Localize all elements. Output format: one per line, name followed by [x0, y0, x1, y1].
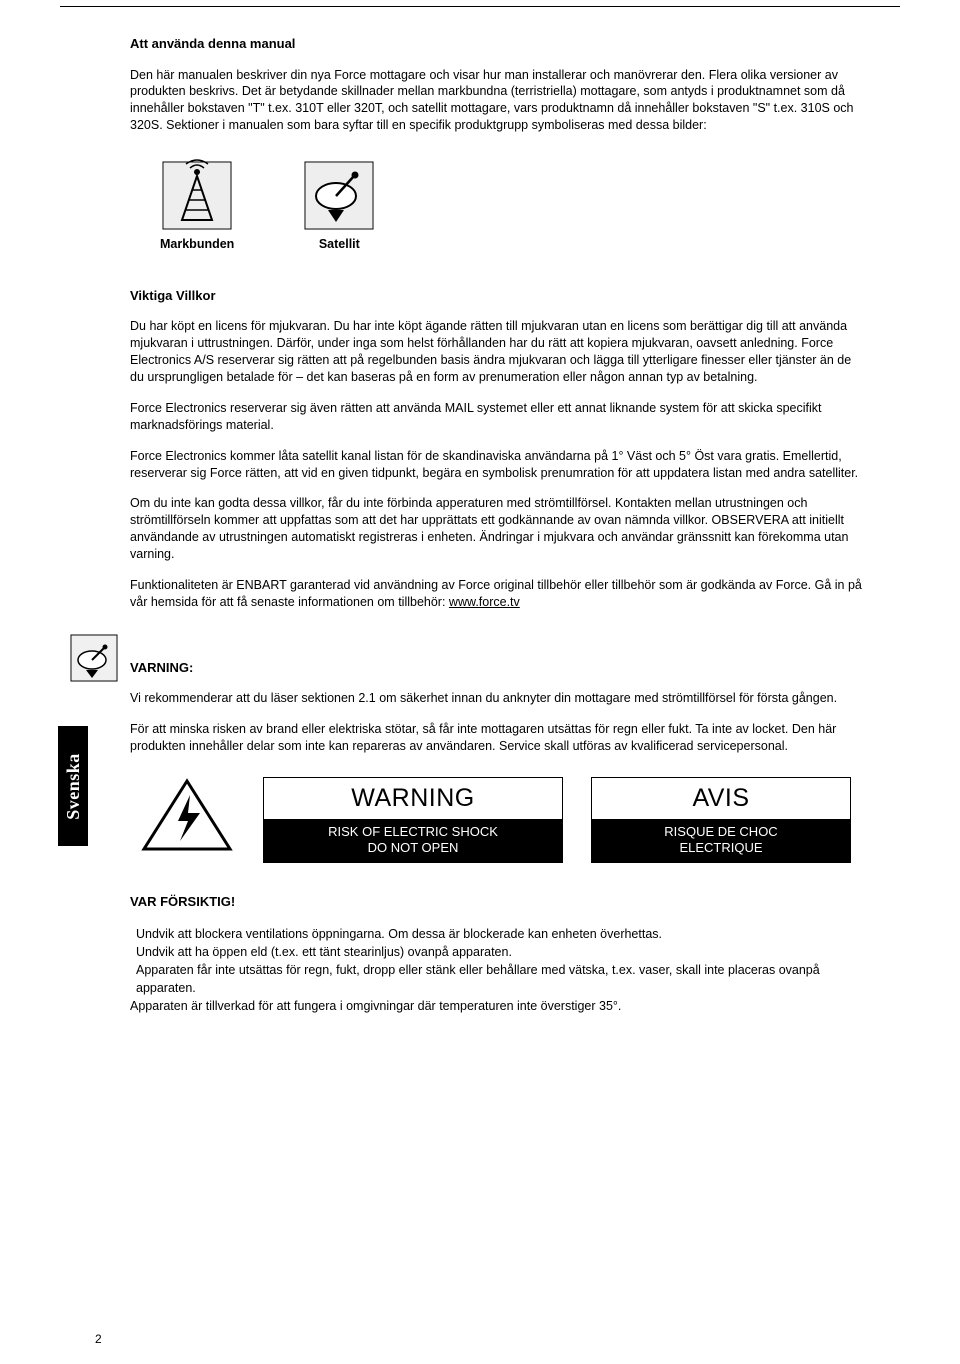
force-link[interactable]: www.force.tv [449, 595, 520, 609]
intro-paragraph: Den här manualen beskriver din nya Force… [130, 67, 865, 135]
satellite-label: Satellit [319, 236, 360, 253]
language-tab: Svenska [58, 726, 88, 846]
terrestrial-icon [162, 158, 232, 230]
careful-item-3: Apparaten får inte utsättas för regn, fu… [136, 961, 865, 997]
warning-p2: För att minska risken av brand eller ele… [130, 721, 865, 755]
header-rule [60, 6, 900, 7]
warning-heading: VARNING: [130, 659, 865, 677]
careful-item-4: Apparaten är tillverkad för att fungera … [130, 997, 865, 1015]
page: Svenska Att använda denna manual Den här… [0, 6, 960, 1364]
terms-p3: Force Electronics kommer låta satellit k… [130, 448, 865, 482]
warning-box-fr-sub: RISQUE DE CHOC ELECTRIQUE [592, 819, 850, 863]
warning-p1: Vi rekommenderar att du läser sektionen … [130, 690, 865, 707]
terrestrial-label: Markbunden [160, 236, 234, 253]
warning-box-en-title: WARNING [264, 778, 562, 819]
shock-hazard-icon [140, 777, 235, 855]
language-tab-label: Svenska [63, 753, 84, 820]
careful-item-1: Undvik att blockera ventilations öppning… [136, 925, 865, 943]
terms-heading: Viktiga Villkor [130, 287, 865, 305]
terms-p1: Du har köpt en licens för mjukvaran. Du … [130, 318, 865, 386]
page-title: Att använda denna manual [130, 35, 865, 53]
warning-box-fr-title: AVIS [592, 778, 850, 819]
careful-heading: VAR FÖRSIKTIG! [130, 893, 865, 911]
warning-box-en-sub: RISK OF ELECTRIC SHOCK DO NOT OPEN [264, 819, 562, 863]
content: Att använda denna manual Den här manuale… [130, 35, 865, 1015]
satellite-margin-icon [70, 634, 118, 682]
careful-item-2: Undvik att ha öppen eld (t.ex. ett tänt … [136, 943, 865, 961]
page-number: 2 [95, 1332, 102, 1346]
satellite-icon-col: Satellit [304, 158, 374, 253]
terms-p2: Force Electronics reserverar sig även rä… [130, 400, 865, 434]
warning-box-fr: AVIS RISQUE DE CHOC ELECTRIQUE [591, 777, 851, 863]
warning-boxes-row: WARNING RISK OF ELECTRIC SHOCK DO NOT OP… [140, 777, 865, 863]
warning-box-fr-line2: ELECTRIQUE [679, 840, 762, 855]
warning-box-en: WARNING RISK OF ELECTRIC SHOCK DO NOT OP… [263, 777, 563, 863]
terms-p5: Funktionaliteten är ENBART garanterad vi… [130, 577, 865, 611]
careful-list: Undvik att blockera ventilations öppning… [136, 925, 865, 1016]
warning-box-en-line1: RISK OF ELECTRIC SHOCK [328, 824, 498, 839]
satellite-icon [304, 158, 374, 230]
warning-box-en-line2: DO NOT OPEN [368, 840, 459, 855]
product-icons-row: Markbunden Satellit [160, 158, 865, 253]
terrestrial-icon-col: Markbunden [160, 158, 234, 253]
warning-box-fr-line1: RISQUE DE CHOC [664, 824, 777, 839]
terms-p4: Om du inte kan godta dessa villkor, får … [130, 495, 865, 563]
